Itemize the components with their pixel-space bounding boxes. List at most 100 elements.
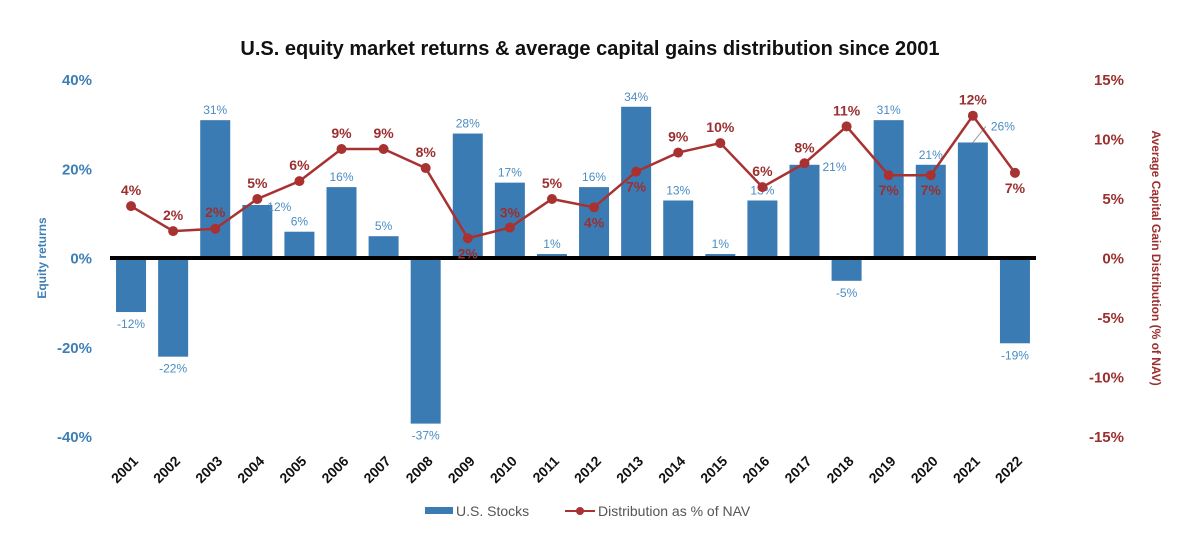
x-tick-label: 2008 bbox=[402, 453, 435, 486]
x-tick-label: 2007 bbox=[360, 453, 393, 486]
legend-swatch-marker bbox=[576, 507, 584, 515]
x-tick-label: 2019 bbox=[865, 453, 898, 486]
left-axis-label: Equity returns bbox=[35, 217, 49, 299]
legend-item-stocks: U.S. Stocks bbox=[425, 503, 529, 519]
line-label: 2% bbox=[205, 204, 226, 220]
right-tick-label: 15% bbox=[1094, 72, 1124, 89]
line-label: 9% bbox=[331, 125, 352, 141]
bar-label: -5% bbox=[836, 286, 858, 300]
line-label: 2% bbox=[458, 245, 479, 261]
bar-2021 bbox=[957, 142, 988, 259]
x-tick-label: 2001 bbox=[108, 453, 141, 486]
x-tick-label: 2018 bbox=[823, 453, 856, 486]
line-point-2003 bbox=[210, 223, 221, 234]
line-label: 8% bbox=[794, 139, 815, 155]
line-point-2006 bbox=[336, 144, 347, 155]
x-tick-label: 2016 bbox=[739, 453, 772, 486]
x-tick-label: 2009 bbox=[445, 453, 478, 486]
bar-labels: -12%-22%31%12%6%16%5%-37%28%17%1%16%34%1… bbox=[117, 90, 1029, 443]
x-tick-label: 2012 bbox=[571, 453, 604, 486]
right-tick-label: 10% bbox=[1094, 132, 1124, 149]
x-tick-label: 2022 bbox=[992, 453, 1025, 486]
line-label: 2% bbox=[163, 207, 184, 223]
line-point-2010 bbox=[504, 222, 515, 233]
bar-label: 16% bbox=[329, 170, 353, 184]
line-point-2008 bbox=[420, 163, 431, 174]
bar-2013 bbox=[621, 106, 652, 259]
x-tick-label: 2020 bbox=[908, 453, 941, 486]
line-label: 8% bbox=[416, 144, 437, 160]
right-tick-label: 5% bbox=[1102, 191, 1124, 208]
bar-label: 16% bbox=[582, 170, 606, 184]
bar-2002 bbox=[158, 258, 189, 357]
line-label: 4% bbox=[584, 214, 605, 230]
x-axis-ticks: 2001 2002 2003 2004 2005 2006 2007 2008 2009 2010… bbox=[108, 453, 1025, 486]
bar-2004 bbox=[242, 204, 273, 259]
line-point-2018 bbox=[841, 121, 852, 132]
x-tick-label: 2004 bbox=[234, 453, 267, 486]
line-label: 5% bbox=[247, 175, 268, 191]
legend-label-stocks: U.S. Stocks bbox=[456, 503, 529, 519]
line-labels: 4% 2% 2% 5% 6% 9% 9% 8% 2% 3% 5% 4% 7% 9% 10% 6% 8% 11% 7%… bbox=[121, 92, 1026, 262]
line-point-2017 bbox=[799, 158, 810, 169]
bar-2018 bbox=[831, 258, 862, 281]
x-tick-label: 2003 bbox=[192, 453, 225, 486]
line-label: 6% bbox=[289, 157, 310, 173]
line-label: 11% bbox=[833, 102, 861, 118]
bar-label: 17% bbox=[498, 166, 522, 180]
x-tick-label: 2006 bbox=[318, 453, 351, 486]
line-label: 4% bbox=[121, 182, 142, 198]
line-label: 7% bbox=[1005, 180, 1026, 196]
line-label: 3% bbox=[500, 205, 521, 221]
bar-label: 31% bbox=[877, 103, 901, 117]
distribution-line bbox=[130, 113, 1016, 240]
line-point-2002 bbox=[168, 226, 179, 237]
right-axis-ticks: 15% 10% 5% 0% -5% -10% -15% bbox=[1089, 72, 1124, 446]
line-series bbox=[126, 110, 1020, 244]
bar-2017 bbox=[789, 164, 820, 259]
bar-series bbox=[116, 106, 1030, 424]
left-tick-label: -20% bbox=[57, 340, 92, 357]
x-tick-label: 2013 bbox=[613, 453, 646, 486]
legend-item-distribution: Distribution as % of NAV bbox=[565, 503, 751, 519]
bar-label: 34% bbox=[624, 90, 648, 104]
line-point-2013 bbox=[631, 166, 642, 177]
chart-title: U.S. equity market returns & average cap… bbox=[240, 38, 939, 60]
x-tick-label: 2014 bbox=[655, 453, 688, 486]
line-point-2001 bbox=[126, 201, 137, 212]
bar-label: 12% bbox=[267, 200, 291, 214]
line-label: 5% bbox=[542, 175, 563, 191]
bar-label: -37% bbox=[412, 429, 440, 443]
x-tick-label: 2015 bbox=[697, 453, 730, 486]
bar-label: 31% bbox=[203, 103, 227, 117]
bar-label: 21% bbox=[822, 160, 846, 174]
left-tick-label: 0% bbox=[70, 251, 92, 268]
bar-2008 bbox=[410, 258, 441, 424]
line-label: 7% bbox=[921, 182, 942, 198]
line-point-2014 bbox=[673, 147, 684, 158]
right-tick-label: -15% bbox=[1089, 429, 1124, 446]
bar-label: 28% bbox=[456, 117, 480, 131]
legend-label-distribution: Distribution as % of NAV bbox=[598, 503, 751, 519]
bar-label: 13% bbox=[666, 183, 690, 197]
line-point-2022 bbox=[1009, 167, 1020, 178]
bar-label: -12% bbox=[117, 317, 145, 331]
bar-2014 bbox=[663, 200, 694, 259]
left-axis-ticks: 40% 20% 0% -20% -40% bbox=[57, 72, 92, 446]
line-point-2009 bbox=[462, 233, 473, 244]
bar-2006 bbox=[326, 187, 357, 259]
line-point-2007 bbox=[378, 144, 389, 155]
right-tick-label: 0% bbox=[1102, 251, 1124, 268]
x-tick-label: 2011 bbox=[529, 453, 562, 486]
left-tick-label: -40% bbox=[57, 429, 92, 446]
bar-2007 bbox=[368, 236, 399, 259]
bar-label: 1% bbox=[543, 237, 561, 251]
line-point-2019 bbox=[883, 170, 894, 181]
line-label: 12% bbox=[959, 92, 988, 108]
line-label: 7% bbox=[879, 182, 900, 198]
line-point-2005 bbox=[294, 176, 305, 187]
right-tick-label: -10% bbox=[1089, 370, 1124, 387]
x-tick-label: 2010 bbox=[487, 453, 520, 486]
line-point-2016 bbox=[757, 182, 768, 193]
x-tick-label: 2002 bbox=[150, 453, 183, 486]
